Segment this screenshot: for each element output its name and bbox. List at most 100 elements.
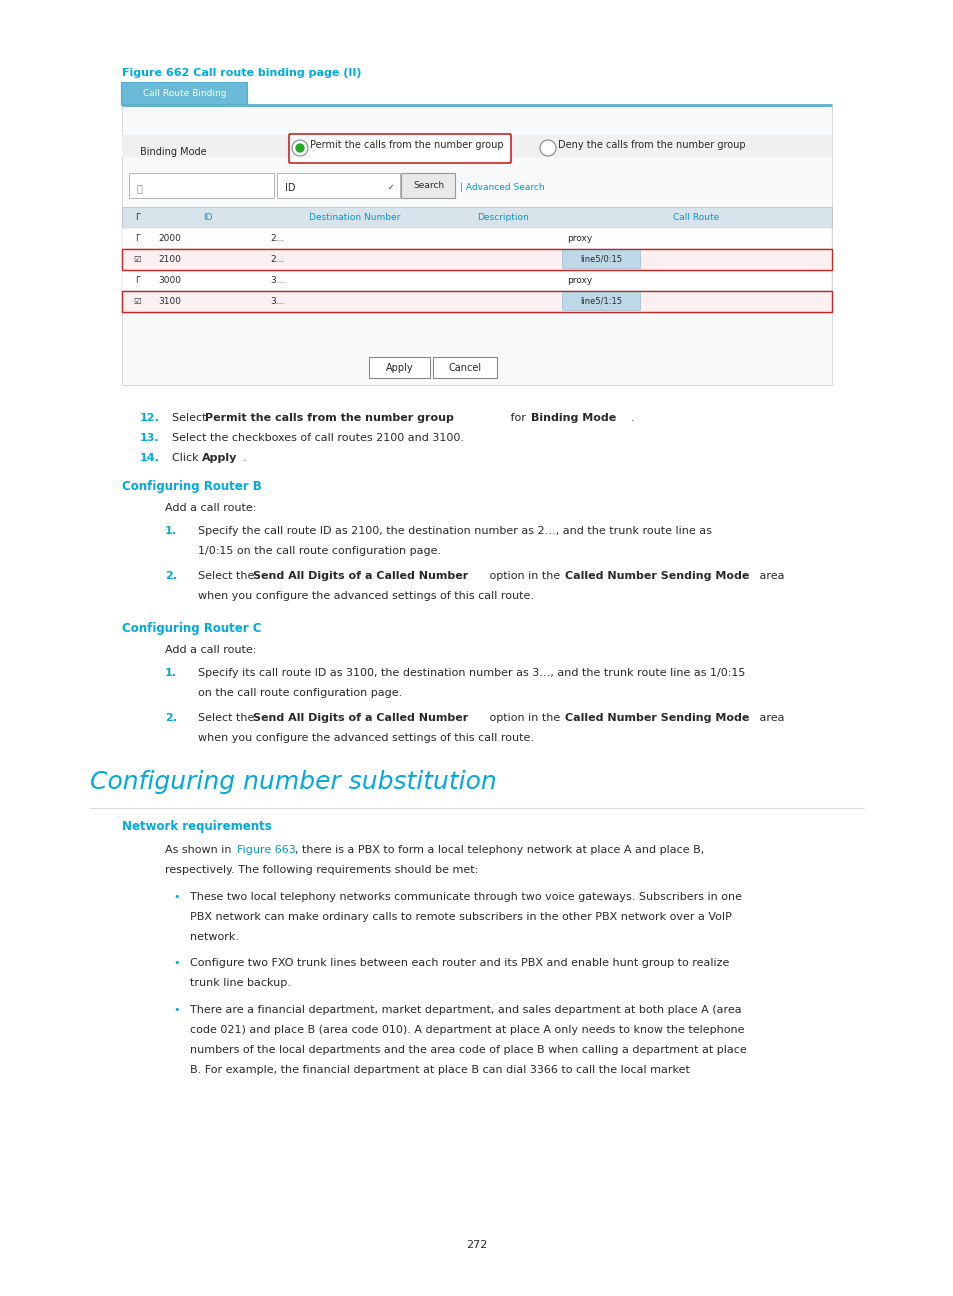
FancyBboxPatch shape (562, 293, 639, 311)
Text: Deny the calls from the number group: Deny the calls from the number group (558, 140, 745, 150)
Text: code 021) and place B (area code 010). A department at place A only needs to kno: code 021) and place B (area code 010). A… (190, 1025, 743, 1036)
Text: Description: Description (477, 213, 529, 222)
Text: , there is a PBX to form a local telephony network at place A and place B,: , there is a PBX to form a local telepho… (294, 845, 703, 855)
Text: 2000: 2000 (158, 235, 181, 244)
Text: Add a call route:: Add a call route: (165, 645, 256, 654)
FancyBboxPatch shape (277, 174, 400, 198)
Text: Send All Digits of a Called Number: Send All Digits of a Called Number (253, 713, 468, 723)
FancyBboxPatch shape (289, 133, 511, 163)
Text: ☑: ☑ (133, 255, 141, 264)
Text: Γ: Γ (134, 276, 139, 285)
Text: Called Number Sending Mode: Called Number Sending Mode (564, 713, 749, 723)
Text: 3100: 3100 (158, 297, 181, 306)
Text: Select the: Select the (198, 713, 257, 723)
Text: 3000: 3000 (158, 276, 181, 285)
Circle shape (292, 140, 308, 156)
Text: Call Route Binding: Call Route Binding (143, 89, 226, 98)
Text: network.: network. (190, 932, 239, 942)
Text: Figure 663: Figure 663 (236, 845, 295, 855)
Text: proxy: proxy (566, 235, 592, 244)
Text: Cancel: Cancel (449, 363, 481, 373)
Text: when you configure the advanced settings of this call route.: when you configure the advanced settings… (198, 734, 534, 743)
Text: These two local telephony networks communicate through two voice gateways. Subsc: These two local telephony networks commu… (190, 892, 741, 902)
Bar (122, 249, 831, 270)
FancyBboxPatch shape (130, 174, 274, 198)
Text: PBX network can make ordinary calls to remote subscribers in the other PBX netwo: PBX network can make ordinary calls to r… (190, 912, 731, 921)
Text: Called Number Sending Mode: Called Number Sending Mode (564, 572, 749, 581)
Text: for: for (506, 413, 529, 422)
Text: option in the: option in the (485, 713, 563, 723)
Text: respectively. The following requirements should be met:: respectively. The following requirements… (165, 864, 477, 875)
Text: .: . (243, 454, 247, 463)
Circle shape (295, 144, 304, 152)
Text: Figure 662 Call route binding page (II): Figure 662 Call route binding page (II) (122, 67, 361, 78)
Text: Call Route: Call Route (672, 213, 719, 222)
Text: Specify its call route ID as 3100, the destination number as 3…, and the trunk r: Specify its call route ID as 3100, the d… (198, 667, 744, 678)
Text: Select the: Select the (198, 572, 257, 581)
Bar (122, 105, 831, 385)
Text: •: • (172, 958, 179, 968)
Text: trunk line backup.: trunk line backup. (190, 978, 291, 988)
Text: Apply: Apply (386, 363, 414, 373)
Text: 3...: 3... (270, 276, 284, 285)
Text: area: area (755, 572, 783, 581)
Text: As shown in: As shown in (165, 845, 234, 855)
Text: Binding Mode: Binding Mode (531, 413, 616, 422)
Text: ✓: ✓ (388, 183, 394, 192)
Text: Destination Number: Destination Number (309, 213, 400, 222)
Text: 1/0:15 on the call route configuration page.: 1/0:15 on the call route configuration p… (198, 546, 440, 556)
Text: B. For example, the financial department at place B can dial 3366 to call the lo: B. For example, the financial department… (190, 1065, 689, 1074)
Text: Permit the calls from the number group: Permit the calls from the number group (205, 413, 454, 422)
Text: line5/1:15: line5/1:15 (579, 297, 622, 306)
Bar (122, 292, 831, 312)
Text: 14.: 14. (140, 454, 160, 463)
Text: Permit the calls from the number group: Permit the calls from the number group (310, 140, 503, 150)
Circle shape (539, 140, 556, 156)
Text: Γ: Γ (134, 213, 139, 222)
Text: 12.: 12. (140, 413, 159, 422)
Text: 3...: 3... (270, 297, 284, 306)
Text: Select: Select (172, 413, 210, 422)
Bar (122, 135, 831, 157)
FancyBboxPatch shape (121, 83, 247, 105)
Text: Click: Click (172, 454, 202, 463)
Text: 272: 272 (466, 1240, 487, 1251)
Text: Send All Digits of a Called Number: Send All Digits of a Called Number (253, 572, 468, 581)
Text: Network requirements: Network requirements (122, 820, 272, 833)
Text: ☑: ☑ (133, 297, 141, 306)
Text: 1.: 1. (165, 526, 177, 537)
Text: Configuring Router C: Configuring Router C (122, 622, 261, 635)
Text: 2...: 2... (270, 255, 284, 264)
Bar (122, 249, 831, 270)
Text: 13.: 13. (140, 433, 159, 443)
FancyBboxPatch shape (562, 250, 639, 268)
Text: Γ: Γ (134, 235, 139, 244)
Text: ⌕: ⌕ (137, 183, 143, 193)
Text: Search: Search (413, 181, 443, 191)
Text: 2.: 2. (165, 713, 177, 723)
Text: numbers of the local departments and the area code of place B when calling a dep: numbers of the local departments and the… (190, 1045, 746, 1055)
FancyBboxPatch shape (369, 358, 430, 378)
Text: proxy: proxy (566, 276, 592, 285)
Text: Configure two FXO trunk lines between each router and its PBX and enable hunt gr: Configure two FXO trunk lines between ea… (190, 958, 729, 968)
Bar (122, 207, 831, 228)
Bar (122, 292, 831, 312)
Text: ID: ID (285, 183, 295, 193)
Text: ID: ID (203, 213, 212, 222)
Text: Binding Mode: Binding Mode (140, 146, 207, 157)
Text: Apply: Apply (202, 454, 237, 463)
Text: | Advanced Search: | Advanced Search (459, 183, 544, 192)
Text: 2100: 2100 (158, 255, 181, 264)
Text: •: • (172, 892, 179, 902)
Text: when you configure the advanced settings of this call route.: when you configure the advanced settings… (198, 591, 534, 601)
Text: area: area (755, 713, 783, 723)
Text: 2...: 2... (270, 235, 284, 244)
Text: line5/0:15: line5/0:15 (579, 255, 622, 264)
Text: Specify the call route ID as 2100, the destination number as 2…, and the trunk r: Specify the call route ID as 2100, the d… (198, 526, 711, 537)
Text: There are a financial department, market department, and sales department at bot: There are a financial department, market… (190, 1004, 740, 1015)
Text: •: • (172, 1004, 179, 1015)
Bar (122, 270, 831, 292)
Bar (122, 228, 831, 249)
Text: 1.: 1. (165, 667, 177, 678)
Text: option in the: option in the (485, 572, 563, 581)
